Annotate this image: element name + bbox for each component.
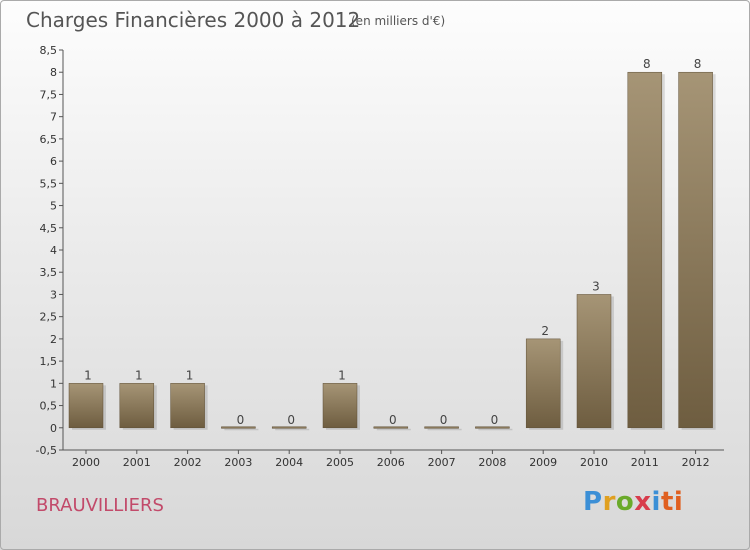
bar: [424, 426, 459, 429]
bar: [475, 426, 510, 429]
y-tick-label: 1,5: [40, 355, 58, 368]
y-tick-label: 5,5: [40, 177, 58, 190]
bar: [678, 71, 713, 429]
data-label: 3: [592, 279, 600, 293]
y-tick-label: 2: [50, 333, 57, 346]
bar-shadow: [376, 428, 411, 431]
chart-unit: (en milliers d'€): [351, 14, 446, 28]
x-tick-label: 2004: [275, 456, 303, 469]
y-tick-label: 8,5: [40, 44, 58, 57]
data-label: 0: [491, 413, 499, 427]
bar: [119, 383, 155, 429]
x-tick-label: 2008: [478, 456, 506, 469]
bar: [271, 426, 307, 429]
bar: [373, 426, 409, 429]
y-tick-label: 0,5: [40, 400, 58, 413]
y-tick-label: 1: [50, 377, 57, 390]
bar: [627, 71, 663, 429]
bar-shadow: [427, 428, 462, 431]
bar-shadow: [275, 428, 310, 431]
y-tick-label: 2,5: [40, 311, 58, 324]
city-name: BRAUVILLIERS: [36, 495, 164, 516]
x-tick-label: 2006: [377, 456, 405, 469]
data-label: 1: [186, 368, 194, 382]
y-tick-label: -0,5: [36, 444, 57, 457]
x-tick-label: 2000: [72, 456, 100, 469]
y-tick-label: 4: [50, 244, 57, 257]
data-label: 1: [338, 368, 346, 382]
bar-shadow: [478, 428, 513, 431]
y-tick-label: 6: [50, 155, 57, 168]
data-label: 8: [643, 57, 651, 71]
bar: [576, 294, 612, 429]
data-label: 0: [389, 413, 397, 427]
data-label: 0: [440, 413, 448, 427]
data-label: 2: [541, 324, 549, 338]
x-tick-label: 2012: [682, 456, 710, 469]
x-tick-label: 2003: [224, 456, 252, 469]
bar: [322, 383, 358, 429]
bar: [170, 383, 205, 429]
y-tick-label: 0: [50, 422, 57, 435]
x-tick-label: 2001: [123, 456, 151, 469]
bar: [221, 426, 256, 429]
x-tick-label: 2009: [529, 456, 557, 469]
y-tick-label: 8: [50, 66, 57, 79]
data-label: 0: [287, 413, 295, 427]
proxiti-logo: Proxiti: [583, 487, 684, 517]
x-tick-label: 2002: [174, 456, 202, 469]
y-tick-label: 5: [50, 200, 57, 213]
x-tick-label: 2010: [580, 456, 608, 469]
chart-title: Charges Financières 2000 à 2012: [26, 8, 361, 32]
y-tick-label: 3,5: [40, 266, 58, 279]
data-label: 1: [84, 368, 92, 382]
y-tick-label: 6,5: [40, 133, 58, 146]
data-label: 8: [694, 57, 702, 71]
y-tick-label: 7: [50, 111, 57, 124]
x-tick-label: 2011: [631, 456, 659, 469]
bar: [68, 383, 104, 429]
y-tick-label: 7,5: [40, 88, 58, 101]
x-tick-label: 2007: [428, 456, 456, 469]
data-label: 1: [135, 368, 143, 382]
y-tick-label: 3: [50, 288, 57, 301]
bar-shadow: [224, 428, 259, 431]
x-tick-label: 2005: [326, 456, 354, 469]
bar: [525, 338, 561, 429]
y-tick-label: 4,5: [40, 222, 58, 235]
data-label: 0: [237, 413, 245, 427]
